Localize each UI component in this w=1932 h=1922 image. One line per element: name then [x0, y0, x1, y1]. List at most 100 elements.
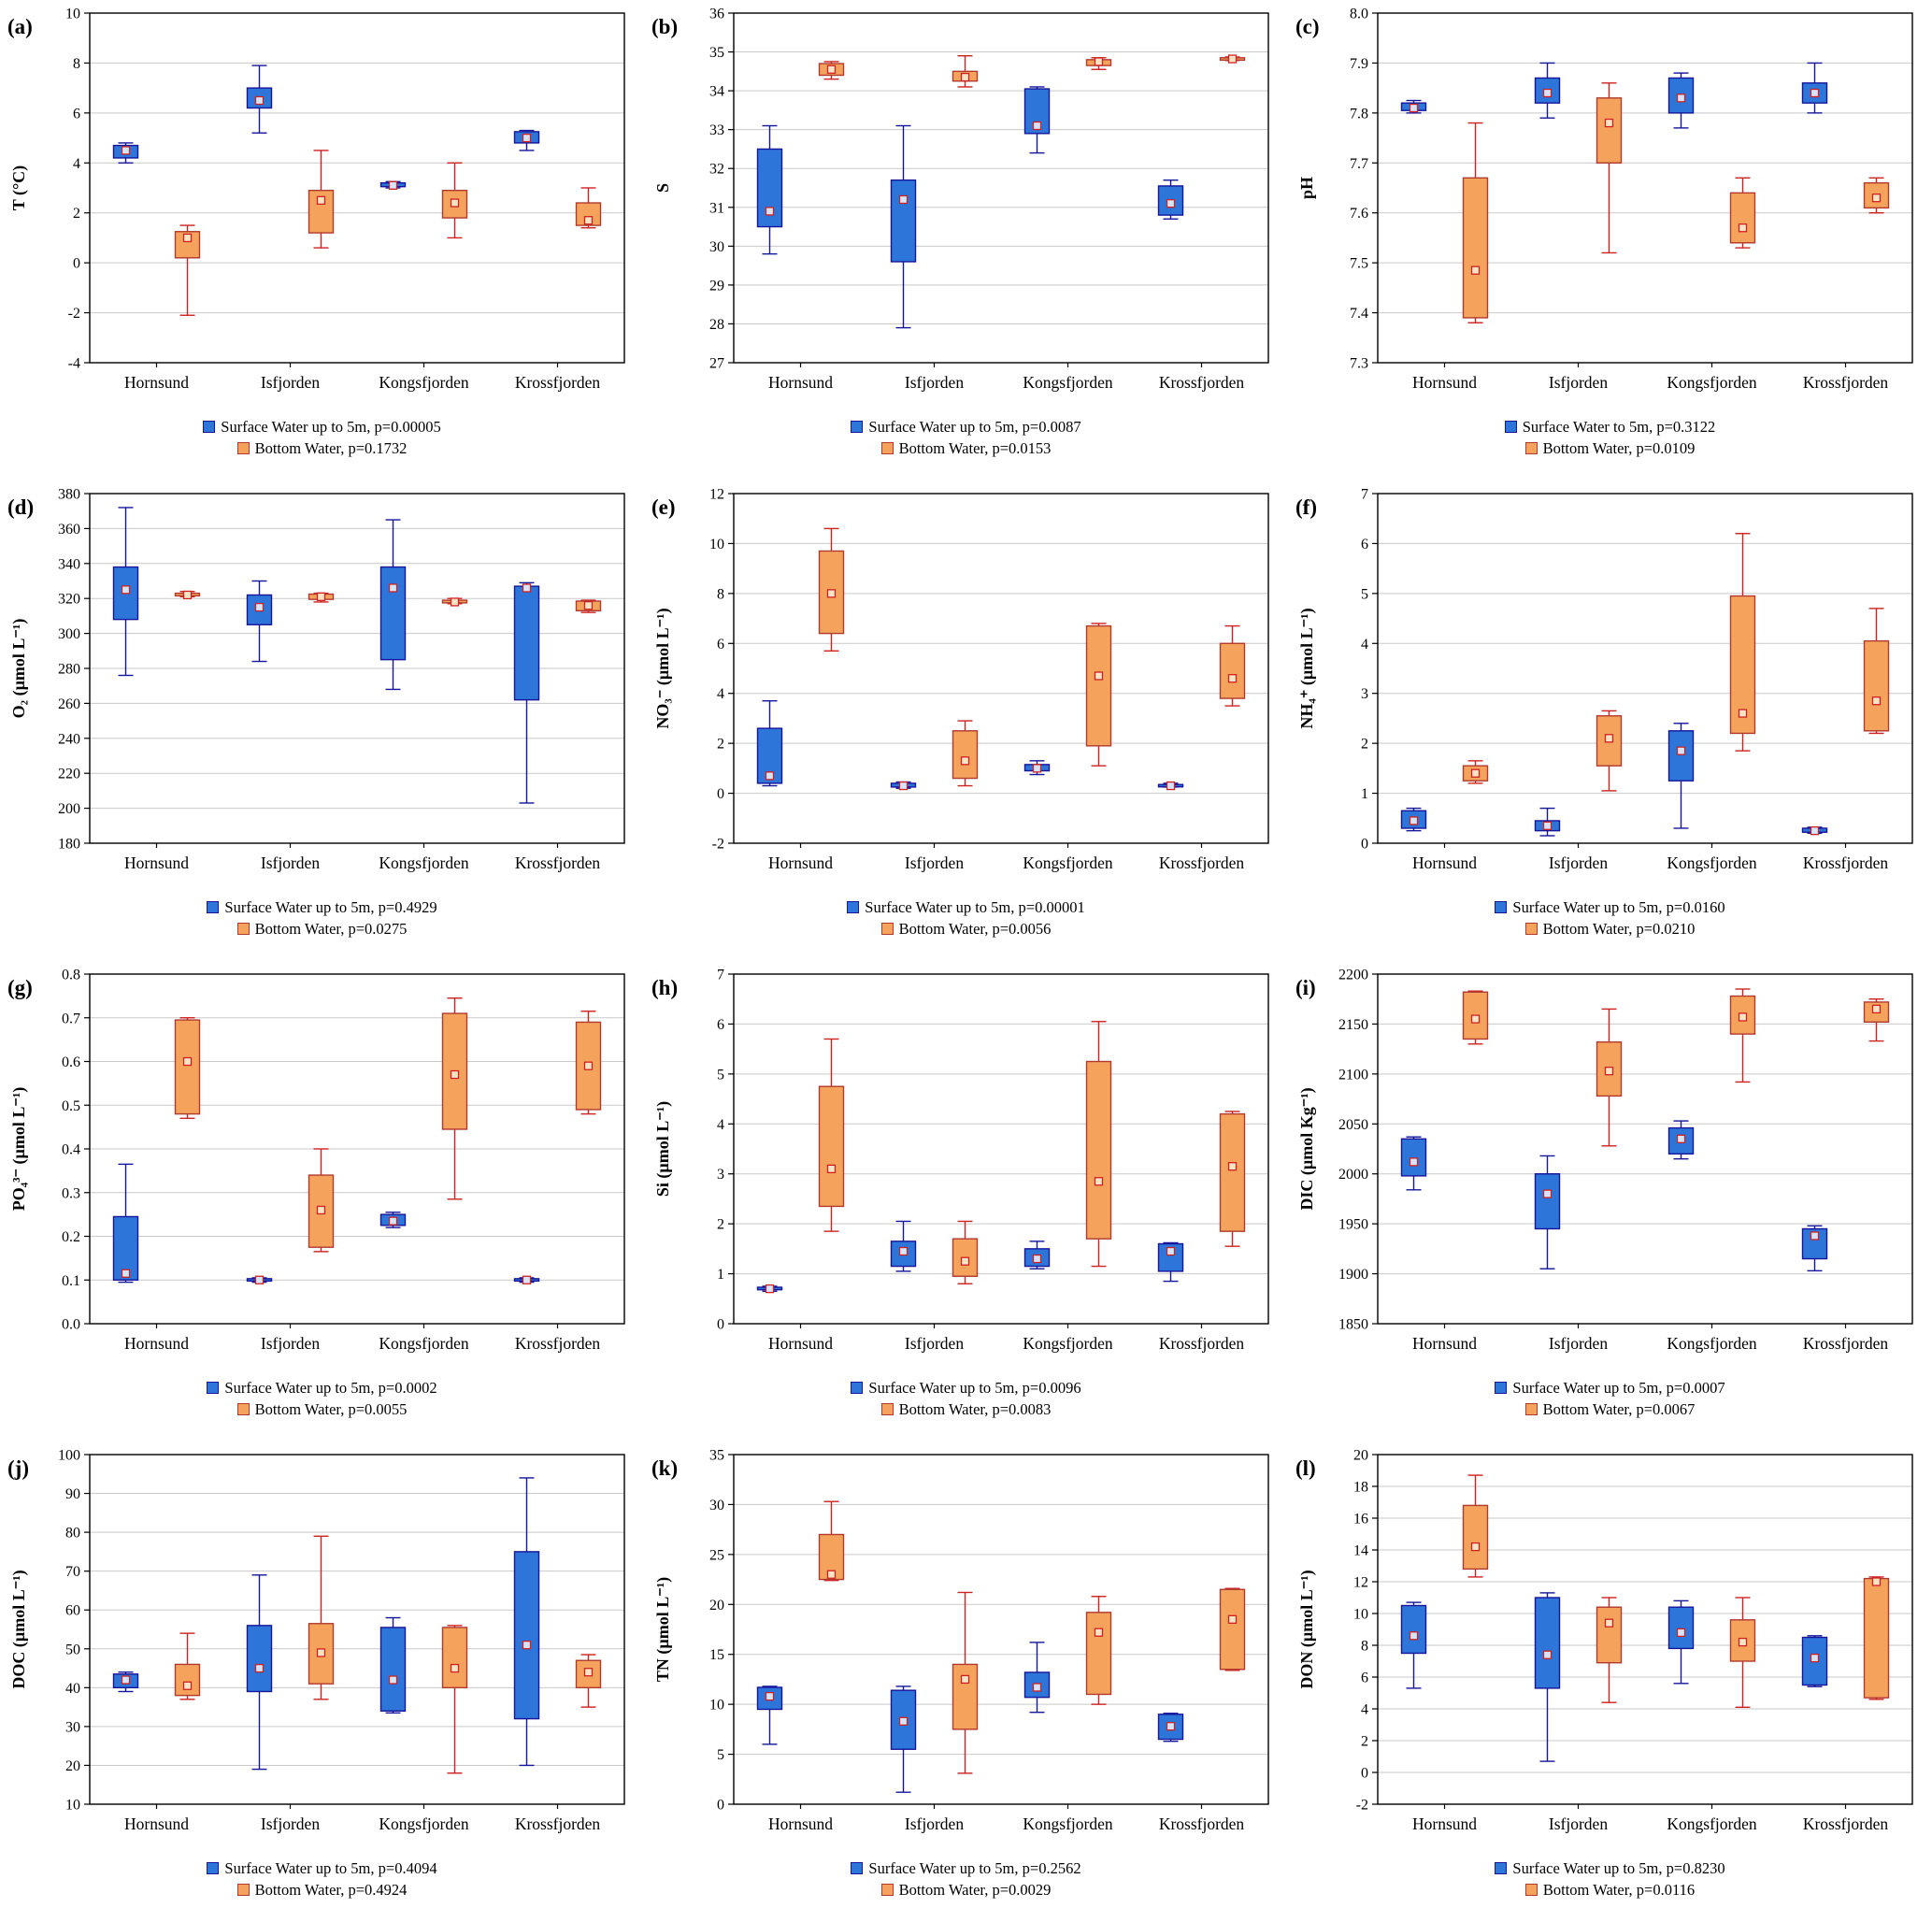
category-label: Kongsfjorden: [1667, 1814, 1756, 1833]
category-label: Kongsfjorden: [1667, 1334, 1756, 1353]
y-tick-label: 31: [709, 200, 724, 216]
legend-surface-swatch-icon: [1495, 901, 1508, 914]
y-tick-label: 180: [58, 837, 80, 853]
y-tick-label: 12: [1353, 1575, 1368, 1591]
legend-surface-row: Surface Water up to 5m, p=0.4094: [207, 1859, 437, 1878]
y-axis-label: NH₄⁺ (µmol L⁻¹): [1297, 608, 1317, 728]
y-tick-label: 30: [709, 1498, 724, 1513]
category-label: Kongsfjorden: [1023, 373, 1112, 392]
median-marker: [1871, 696, 1882, 706]
median-marker: [898, 1246, 909, 1256]
legend-surface-row: Surface Water up to 5m, p=0.0002: [207, 1379, 437, 1398]
legend-bottom-row: Bottom Water, p=0.0275: [236, 919, 408, 939]
y-tick-label: 0.8: [62, 968, 80, 983]
median-marker: [1871, 194, 1882, 203]
median-marker: [1871, 1577, 1882, 1586]
median-marker: [1409, 1157, 1419, 1167]
legend-surface-swatch-icon: [1495, 1862, 1508, 1875]
median-marker: [182, 590, 193, 600]
y-tick-label: 260: [58, 696, 80, 712]
plot-border: [733, 1454, 1269, 1805]
median-marker: [1604, 1067, 1614, 1076]
category-label: Kongsfjorden: [379, 1814, 468, 1833]
panel-label: (l): [1295, 1456, 1316, 1480]
box: [1729, 192, 1756, 244]
panel-label: (k): [651, 1456, 678, 1480]
box: [1085, 624, 1112, 747]
median-marker: [388, 1216, 398, 1226]
box: [441, 1627, 468, 1689]
y-tick-label: 7.5: [1350, 256, 1368, 272]
median-marker: [583, 1668, 594, 1677]
y-tick-label: 380: [58, 487, 80, 503]
box: [1667, 730, 1695, 782]
median-marker: [121, 146, 131, 155]
panel-label: (a): [7, 15, 33, 38]
legend: Surface Water up to 5m, p=0.0007 Bottom W…: [1288, 1379, 1932, 1419]
y-tick-label: 0.6: [62, 1054, 80, 1070]
y-tick-label: 0: [1361, 1766, 1368, 1782]
category-label: Isfjorden: [1549, 1814, 1608, 1833]
category-label: Hornsund: [1412, 1334, 1477, 1353]
legend-bottom-row: Bottom Water, p=0.0116: [1524, 1881, 1695, 1900]
legend-bottom-swatch-icon: [880, 1403, 894, 1416]
median-marker: [1738, 1012, 1748, 1022]
median-marker: [1604, 734, 1614, 743]
plot-svg: 10 20 30 40 50 60 70 80 90 100 (j) DOC (µmol L⁻¹) Ho…: [7, 1448, 625, 1833]
category-label: Hornsund: [768, 1814, 833, 1833]
y-tick-label: 10: [1353, 1607, 1368, 1623]
y-tick-label: 90: [65, 1486, 80, 1502]
median-marker: [316, 195, 326, 206]
y-tick-label: 34: [709, 84, 724, 100]
category-label: Hornsund: [768, 373, 833, 392]
plot-border: [1377, 973, 1913, 1325]
y-tick-label: 33: [709, 122, 724, 138]
median-marker: [826, 65, 837, 74]
median-marker: [450, 597, 460, 607]
median-marker: [182, 1681, 193, 1690]
box: [1462, 177, 1489, 319]
plot-svg: -2 0 2 4 6 8 10 12 (e) NO₃⁻ (µmol L⁻¹) Hornsund Isf…: [651, 487, 1269, 872]
category-label: Isfjorden: [261, 1814, 320, 1833]
legend: Surface Water up to 5m, p=0.00005 Bottom …: [0, 418, 644, 458]
legend-bottom-row: Bottom Water, p=0.0083: [880, 1400, 1051, 1419]
median-marker: [1032, 1683, 1042, 1692]
median-marker: [1810, 88, 1820, 98]
y-tick-label: 8.0: [1350, 7, 1368, 22]
legend-bottom-label: Bottom Water, p=0.0275: [254, 919, 408, 938]
y-tick-label: 4: [717, 686, 724, 702]
legend: Surface Water up to 5m, p=0.8230 Bottom W…: [1288, 1859, 1932, 1900]
box: [1462, 1504, 1489, 1571]
plot-svg: 27 28 29 30 31 32 33 34 35 36 (b) S Hornsund Isfjorde…: [651, 7, 1269, 392]
legend-bottom-swatch-icon: [1524, 442, 1538, 455]
median-marker: [388, 583, 398, 593]
box: [1219, 1112, 1246, 1232]
plot-svg: 0.0 0.1 0.2 0.3 0.4 0.5 0.6 0.7 0.8 (g) PO₄³⁻ (µmo…: [7, 968, 625, 1353]
legend-bottom-label: Bottom Water, p=0.0056: [898, 919, 1052, 938]
y-axis-label: PO₄³⁻ (µmol L⁻¹): [9, 1087, 29, 1212]
median-marker: [254, 602, 265, 612]
median-marker: [1032, 1254, 1042, 1264]
plot-svg: 0 5 10 15 20 25 30 35 (k) TN (µmol L⁻¹) Hornsund Is…: [651, 1448, 1269, 1833]
legend-surface-swatch-icon: [207, 901, 220, 914]
median-marker: [1470, 265, 1481, 275]
legend-bottom-label: Bottom Water, p=0.0055: [254, 1399, 408, 1418]
panel-f: 0 1 2 3 4 5 6 7 (f) NH₄⁺ (µmol L⁻¹) Hornsund Isfjor…: [1288, 480, 1932, 961]
median-marker: [765, 1691, 775, 1701]
legend-bottom-swatch-icon: [880, 1884, 894, 1897]
median-marker: [450, 198, 460, 208]
median-marker: [1676, 1134, 1686, 1143]
legend-surface-label: Surface Water to 5m, p=0.3122: [1522, 418, 1716, 436]
box: [1400, 1604, 1427, 1655]
category-label: Hornsund: [768, 853, 833, 872]
legend-surface-label: Surface Water up to 5m, p=0.8230: [1512, 1859, 1725, 1877]
y-tick-label: 300: [58, 626, 80, 642]
y-tick-label: 7: [717, 968, 724, 983]
median-marker: [254, 1663, 265, 1673]
legend: Surface Water up to 5m, p=0.2562 Bottom W…: [644, 1859, 1288, 1900]
legend: Surface Water to 5m, p=0.3122 Bottom Wate…: [1288, 418, 1932, 458]
legend-bottom-label: Bottom Water, p=0.0029: [898, 1880, 1052, 1899]
median-marker: [316, 1205, 326, 1215]
y-axis-label: T (°C): [9, 165, 29, 210]
